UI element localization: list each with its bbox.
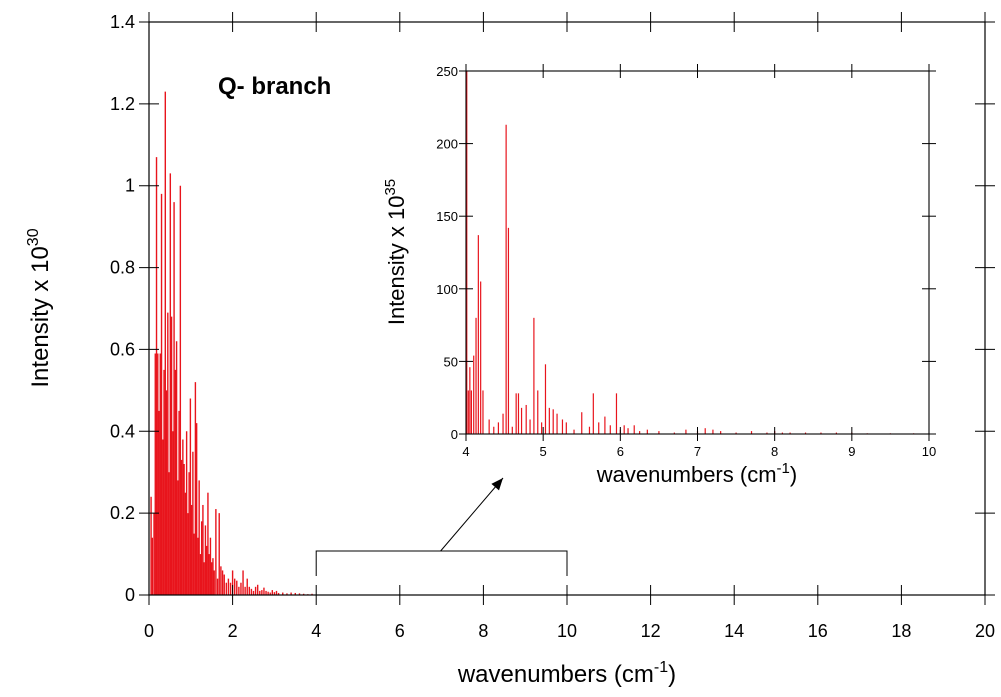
inset-ytick-label-3: 150 [436, 209, 458, 224]
bracket-line [315, 550, 568, 576]
main-ytick-label-2: 0.4 [110, 421, 135, 441]
main-xtick-label-3: 6 [395, 621, 405, 641]
inset-ytick-label-2: 100 [436, 282, 458, 297]
inset-xtick-label-6: 10 [922, 444, 936, 459]
inset-ticks [459, 64, 936, 441]
inset-xtick-label-5: 9 [848, 444, 855, 459]
main-ticks [139, 12, 995, 605]
q-branch-annotation: Q- branch [218, 73, 331, 100]
main-ytick-label-1: 0.2 [110, 503, 135, 523]
inset-xtick-label-4: 8 [771, 444, 778, 459]
main-xtick-label-9: 18 [891, 621, 911, 641]
zoom-bracket [315, 477, 568, 576]
main-xtick-label-1: 2 [228, 621, 238, 641]
inset-xtick-label-3: 7 [694, 444, 701, 459]
main-y-axis-title: Intensity x 1030 [25, 228, 54, 387]
main-xtick-label-4: 8 [478, 621, 488, 641]
inset-y-axis-title: Intensity x 1035 [382, 179, 409, 325]
main-ytick-label-7: 1.4 [110, 12, 135, 32]
main-ytick-label-0: 0 [125, 585, 135, 605]
main-bars [149, 91, 985, 596]
inset-xtick-label-1: 5 [540, 444, 547, 459]
main-xtick-label-7: 14 [724, 621, 744, 641]
main-ytick-label-5: 1 [125, 176, 135, 196]
main-xtick-label-6: 12 [641, 621, 661, 641]
inset-plot-frame [465, 70, 930, 435]
inset-xtick-label-0: 4 [462, 444, 469, 459]
inset-ytick-label-5: 250 [436, 64, 458, 79]
arrow-head [491, 478, 503, 491]
arrow-shaft [440, 477, 504, 552]
main-ytick-label-6: 1.2 [110, 94, 135, 114]
main-xtick-label-0: 0 [144, 621, 154, 641]
main-ytick-label-3: 0.6 [110, 339, 135, 359]
inset-ytick-label-4: 200 [436, 137, 458, 152]
inset-ytick-label-1: 50 [444, 354, 458, 369]
main-xtick-label-10: 20 [975, 621, 995, 641]
inset-xtick-label-2: 6 [617, 444, 624, 459]
inset-x-axis-title: wavenumbers (cm-1) [596, 460, 797, 487]
inset-ytick-label-0: 0 [451, 427, 458, 442]
main-xtick-label-5: 10 [557, 621, 577, 641]
main-x-axis-title: wavenumbers (cm-1) [457, 659, 676, 688]
main-xtick-label-8: 16 [808, 621, 828, 641]
main-xtick-label-2: 4 [311, 621, 321, 641]
main-ytick-label-4: 0.8 [110, 258, 135, 278]
inset-bars [466, 71, 929, 435]
main-plot-frame [148, 21, 986, 596]
